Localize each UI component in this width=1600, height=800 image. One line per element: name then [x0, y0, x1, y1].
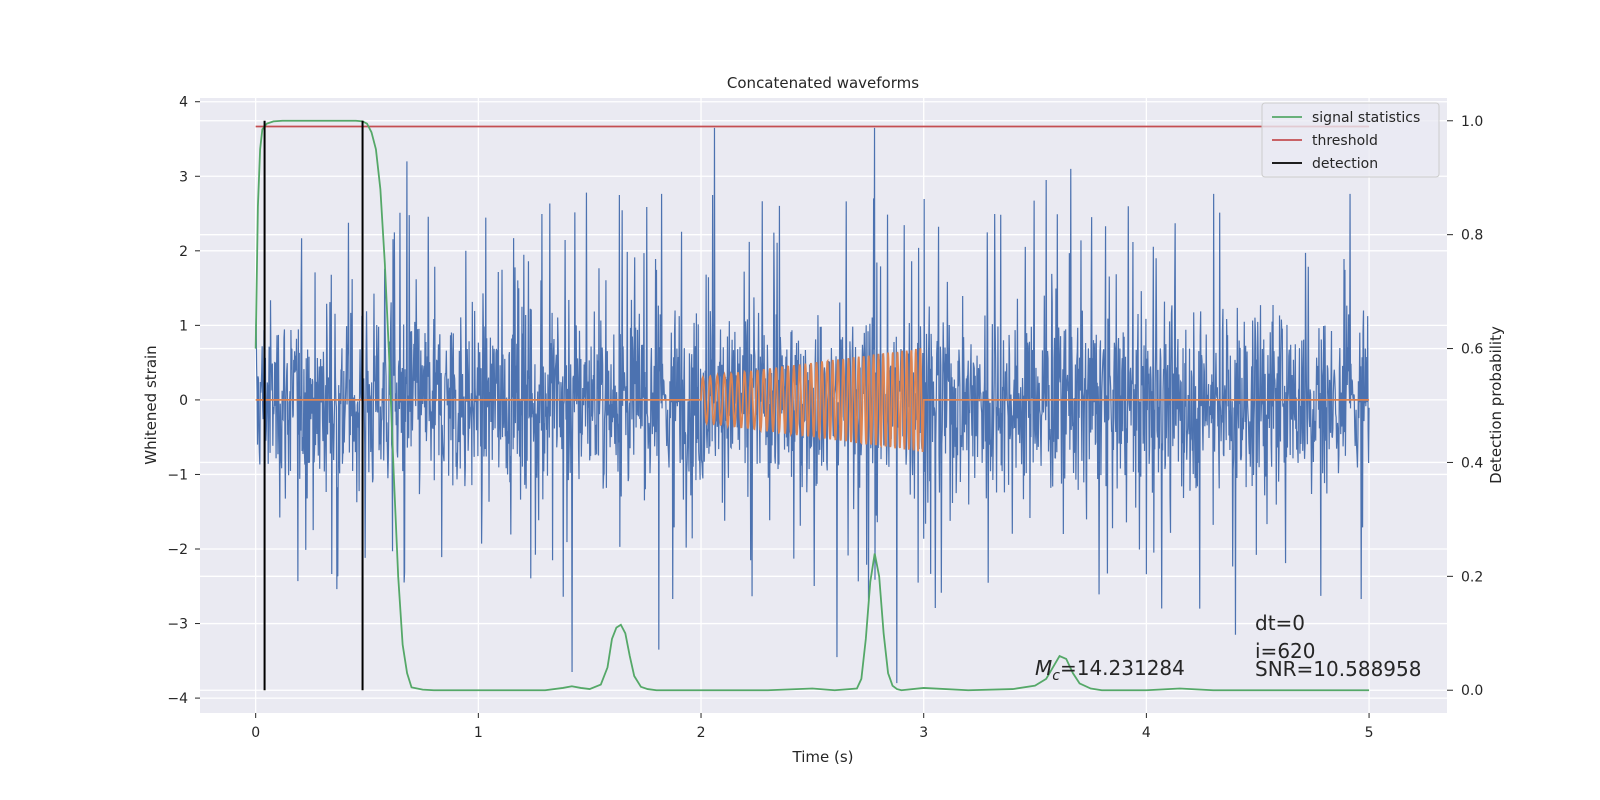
x-axis-label: Time (s) — [792, 748, 854, 766]
annotation-mc: Mc=14.231284 — [1035, 656, 1185, 684]
y-left-tick-label: 1 — [179, 318, 188, 334]
y-left-tick-label: −2 — [167, 542, 188, 558]
y-axis-label-right: Detection probability — [1487, 326, 1505, 484]
x-tick-label: 4 — [1142, 725, 1151, 741]
y-right-tick-label: 0.8 — [1461, 228, 1483, 244]
series-signal-statistics — [254, 119, 1370, 692]
y-right-tick-label: 0.0 — [1461, 683, 1483, 699]
axes: 0 1 2 3 4 5 −4 −3 −2 −1 0 1 2 3 4 0.0 0.2 0.4 0.6 0.8 1.0 — [167, 95, 1483, 741]
mc-value: =14.231284 — [1060, 656, 1185, 680]
y-left-tick-label: 3 — [179, 169, 188, 185]
y-left-tick-label: 4 — [179, 95, 188, 111]
legend: signal statistics threshold detection — [1261, 102, 1440, 178]
plot-series — [254, 119, 1370, 692]
y-right-tick-label: 1.0 — [1461, 114, 1483, 130]
chart-title: Concatenated waveforms — [727, 74, 919, 92]
annotation-dt: dt=0 — [1255, 611, 1305, 635]
y-left-tick-label: −3 — [167, 617, 188, 633]
annotation-i: i=620 — [1255, 639, 1316, 663]
x-tick-label: 0 — [251, 725, 260, 741]
y-right-tick-label: 0.4 — [1461, 455, 1483, 471]
x-tick-label: 1 — [474, 725, 483, 741]
legend-label-threshold: threshold — [1312, 133, 1378, 149]
y-left-tick-label: −4 — [167, 691, 188, 707]
y-right-tick-label: 0.2 — [1461, 569, 1483, 585]
y-right-tick-label: 0.6 — [1461, 342, 1483, 358]
x-tick-label: 2 — [697, 725, 706, 741]
legend-label-detection: detection — [1312, 156, 1378, 172]
y-left-tick-label: 2 — [179, 244, 188, 260]
mc-symbol: M — [1035, 656, 1052, 680]
y-left-tick-label: −1 — [167, 467, 188, 483]
y-axis-label-left: Whitened strain — [142, 345, 160, 464]
series-injected-chirp — [255, 348, 1370, 452]
mc-subscript: c — [1052, 668, 1060, 684]
y-left-tick-label: 0 — [179, 393, 188, 409]
legend-label-signal-statistics: signal statistics — [1312, 110, 1420, 126]
legend-box — [1261, 102, 1440, 178]
x-tick-label: 3 — [919, 725, 928, 741]
annotation-snr: SNR=10.588958 — [1255, 657, 1421, 681]
x-tick-label: 5 — [1365, 725, 1374, 741]
